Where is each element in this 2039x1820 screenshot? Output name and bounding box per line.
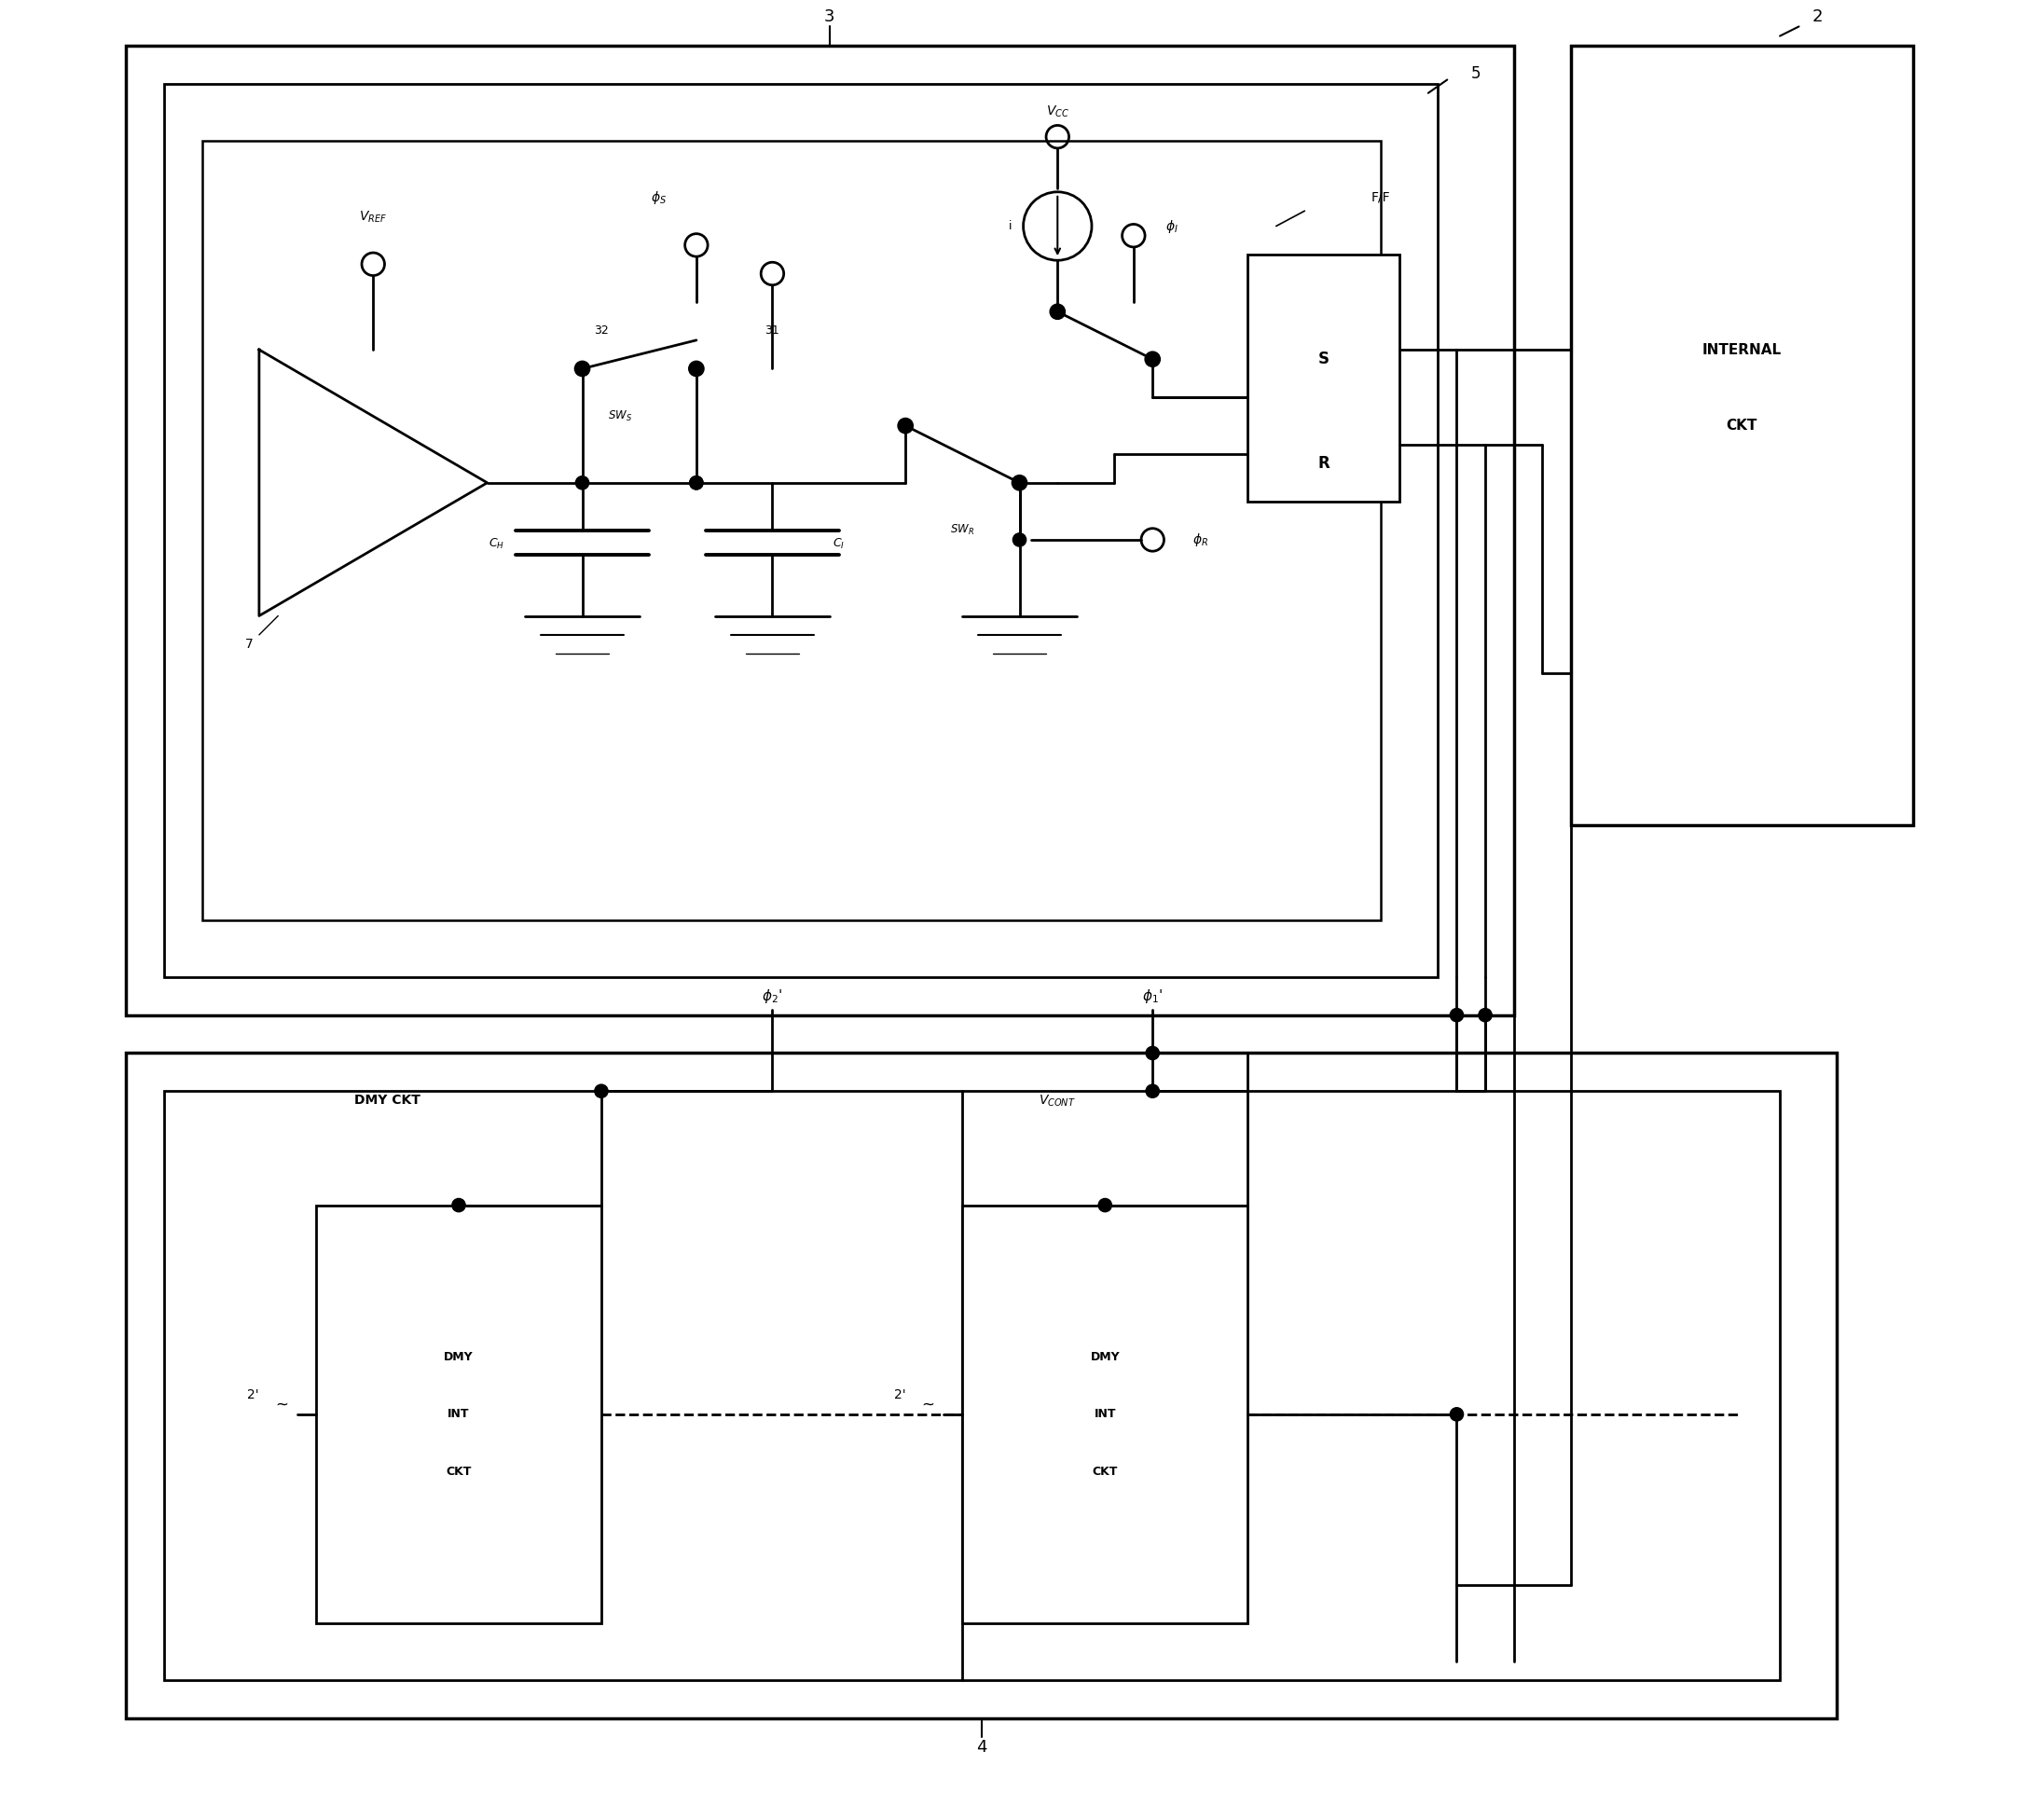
Circle shape (1146, 1046, 1160, 1059)
Bar (316, 1205, 602, 1623)
Text: CKT: CKT (1093, 1465, 1117, 1478)
Circle shape (689, 477, 703, 490)
Circle shape (1146, 351, 1160, 368)
Bar (126, 1054, 1837, 1718)
Text: 7: 7 (245, 637, 253, 652)
Text: DMY: DMY (445, 1350, 473, 1363)
Text: $C_I$: $C_I$ (832, 537, 844, 551)
Text: CKT: CKT (1727, 419, 1758, 433)
Text: 3: 3 (824, 9, 834, 25)
Text: $\phi_2$': $\phi_2$' (763, 986, 783, 1005)
Bar (1248, 255, 1399, 502)
Text: $SW_R$: $SW_R$ (950, 524, 975, 537)
Text: 2': 2' (247, 1389, 259, 1401)
Text: R: R (1317, 455, 1329, 471)
Text: 2': 2' (893, 1389, 905, 1401)
Text: ~: ~ (275, 1396, 287, 1412)
Bar (163, 1092, 1780, 1680)
Circle shape (453, 1199, 465, 1212)
Text: INTERNAL: INTERNAL (1703, 342, 1782, 357)
Circle shape (1050, 304, 1064, 318)
Text: $C_H$: $C_H$ (489, 537, 506, 551)
Text: INT: INT (1095, 1409, 1115, 1420)
Text: 32: 32 (593, 324, 608, 337)
Text: 5: 5 (1470, 66, 1480, 82)
Text: $\phi_R$: $\phi_R$ (1193, 531, 1207, 548)
Bar (1570, 46, 1913, 824)
Circle shape (689, 360, 703, 377)
Circle shape (1011, 475, 1028, 490)
Circle shape (1450, 1407, 1464, 1421)
Text: CKT: CKT (447, 1465, 471, 1478)
Circle shape (1099, 1199, 1111, 1212)
Text: $SW_S$: $SW_S$ (608, 409, 632, 424)
Circle shape (595, 1085, 608, 1097)
Text: INT: INT (449, 1409, 469, 1420)
Text: 2: 2 (1813, 9, 1823, 25)
Text: i: i (1009, 220, 1011, 233)
Circle shape (1478, 1008, 1493, 1021)
Text: ~: ~ (922, 1396, 934, 1412)
Text: $V_{CC}$: $V_{CC}$ (1046, 104, 1068, 120)
Text: 4: 4 (977, 1738, 987, 1754)
Text: $\phi_I$: $\phi_I$ (1164, 218, 1179, 235)
Circle shape (897, 419, 913, 433)
Text: S: S (1317, 351, 1329, 368)
Circle shape (1146, 1085, 1160, 1097)
Circle shape (1013, 533, 1026, 546)
Text: F/F: F/F (1370, 191, 1391, 204)
Text: $V_{REF}$: $V_{REF}$ (359, 209, 387, 224)
Circle shape (689, 477, 703, 490)
Bar (202, 140, 1380, 921)
Bar (126, 46, 1513, 1016)
Circle shape (1450, 1008, 1464, 1021)
Text: $V_{CONT}$: $V_{CONT}$ (1040, 1094, 1077, 1108)
Bar (163, 84, 1437, 977)
Circle shape (575, 477, 589, 490)
Text: $\phi_S$: $\phi_S$ (650, 189, 667, 206)
Text: DMY CKT: DMY CKT (355, 1094, 420, 1107)
Circle shape (575, 360, 589, 377)
Text: DMY: DMY (1091, 1350, 1119, 1363)
Text: $\phi_1$': $\phi_1$' (1142, 986, 1162, 1005)
Text: 31: 31 (765, 324, 779, 337)
Bar (962, 1205, 1248, 1623)
